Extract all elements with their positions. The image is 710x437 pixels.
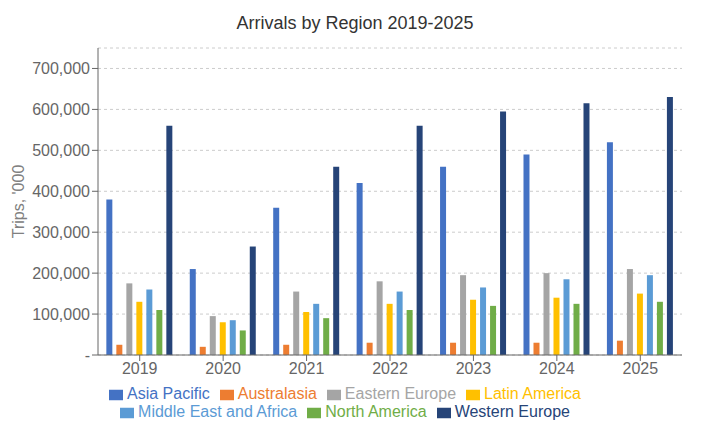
svg-text:2022: 2022 — [372, 360, 408, 377]
svg-text:200,000: 200,000 — [32, 265, 90, 282]
svg-text:500,000: 500,000 — [32, 142, 90, 159]
html-text:Australasia: Australasia — [237, 385, 317, 402]
svg-text:300,000: 300,000 — [32, 224, 90, 241]
html-text:North America: North America — [325, 403, 427, 420]
svg-text:100,000: 100,000 — [32, 306, 90, 323]
svg-text:600,000: 600,000 — [32, 101, 90, 118]
svg-text:400,000: 400,000 — [32, 183, 90, 200]
html-text:Western Europe: Western Europe — [454, 403, 570, 420]
html-text:Middle East and Africa: Middle East and Africa — [138, 403, 298, 420]
svg-text:700,000: 700,000 — [32, 60, 90, 77]
svg-text:2025: 2025 — [622, 360, 658, 377]
html-text:Asia Pacific: Asia Pacific — [127, 385, 210, 402]
html-text:Arrivals by Region 2019-2025: Arrivals by Region 2019-2025 — [236, 13, 474, 33]
svg-text:2024: 2024 — [539, 360, 575, 377]
svg-text:2019: 2019 — [122, 360, 158, 377]
svg-text:2021: 2021 — [289, 360, 325, 377]
svg-text:-: - — [85, 347, 90, 364]
svg-text:Trips, '000: Trips, '000 — [10, 165, 27, 239]
html-text:Eastern Europe: Eastern Europe — [344, 385, 456, 402]
html-text:Latin America: Latin America — [484, 385, 581, 402]
svg-text:2020: 2020 — [205, 360, 241, 377]
svg-text:2023: 2023 — [456, 360, 492, 377]
